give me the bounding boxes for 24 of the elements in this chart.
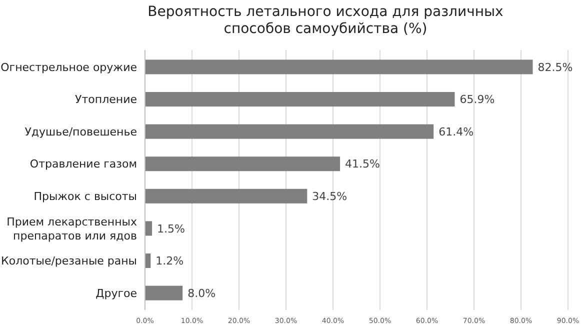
data-label: 1.5% xyxy=(157,222,186,236)
chart-title: Вероятность летального исхода для различных способов самоубийства (%) xyxy=(148,4,504,37)
data-label: 61.4% xyxy=(438,125,474,138)
y-tick-label: Прием лекарственных препаратов или ядов xyxy=(6,215,138,242)
y-tick-label: Утопление xyxy=(75,93,138,106)
bar xyxy=(145,221,152,236)
data-label: 8.0% xyxy=(188,286,216,300)
data-label: 1.2% xyxy=(156,254,184,268)
y-tick-label: Другое xyxy=(96,286,138,300)
bar xyxy=(145,188,308,204)
y-tick-label: Отравление газом xyxy=(30,158,137,171)
bar xyxy=(145,286,183,300)
y-tick-label: Удушье/повешенье xyxy=(24,125,138,138)
bar xyxy=(145,156,340,172)
bar xyxy=(145,124,434,139)
bar xyxy=(145,92,455,107)
bar xyxy=(145,60,533,74)
y-tick-label: Огнестрельное оружие xyxy=(0,60,138,74)
data-label: 82.5% xyxy=(538,60,573,74)
data-label: 65.9% xyxy=(460,93,495,106)
data-label: 34.5% xyxy=(312,190,348,203)
y-tick-label: Прыжок с высоты xyxy=(34,190,137,203)
y-tick-label: Колотые/резаные раны xyxy=(1,254,137,268)
data-label: 41.5% xyxy=(345,158,380,171)
